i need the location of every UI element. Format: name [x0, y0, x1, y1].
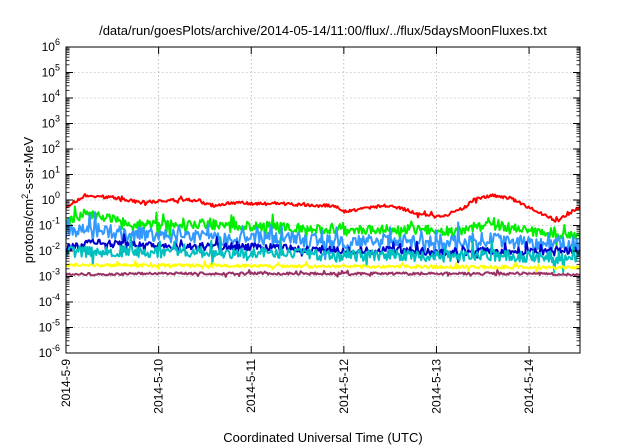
data-series-line [66, 260, 580, 273]
y-tick-label: 10-4 [39, 292, 60, 309]
x-axis-title: Coordinated Universal Time (UTC) [223, 430, 422, 445]
y-tick-label: 10-6 [39, 343, 60, 360]
y-tick-label: 103 [42, 114, 60, 131]
y-tick-exponent: 0 [55, 190, 60, 200]
data-series-line [66, 235, 580, 274]
y-tick-exponent: 1 [55, 165, 60, 175]
data-series-group [66, 193, 580, 278]
y-tick-label: 10-3 [39, 267, 60, 284]
y-axis-title-unit: -s-sr-MeV [21, 136, 36, 193]
y-tick-base: 10 [39, 346, 53, 360]
y-tick-base: 10 [42, 193, 56, 207]
y-tick-exponent: 2 [55, 139, 60, 149]
y-tick-exponent: -5 [52, 318, 60, 328]
y-tick-exponent: -4 [52, 292, 60, 302]
x-tick-label: 2014-5-13 [429, 359, 443, 414]
y-tick-label: 105 [42, 63, 60, 80]
data-series-line [66, 269, 580, 278]
y-tick-label: 102 [42, 139, 60, 156]
y-tick-label: 10-5 [39, 318, 60, 335]
x-tick-label: 2014-5-10 [152, 359, 166, 414]
data-series-line [66, 193, 580, 223]
y-tick-base: 10 [39, 244, 53, 258]
y-tick-base: 10 [39, 295, 53, 309]
y-tick-base: 10 [42, 66, 56, 80]
y-tick-exponent: -1 [52, 216, 60, 226]
y-tick-label: 10-2 [39, 241, 60, 258]
y-tick-exponent: -3 [52, 267, 60, 277]
y-tick-exponent: 3 [55, 114, 60, 124]
y-tick-label: 10-1 [39, 216, 60, 233]
x-tick-label: 2014-5-14 [522, 359, 536, 414]
y-tick-label: 100 [42, 190, 60, 207]
y-tick-label: 101 [42, 165, 60, 182]
y-tick-label: 104 [42, 88, 60, 105]
y-tick-base: 10 [39, 321, 53, 335]
y-tick-base: 10 [39, 219, 53, 233]
y-axis-title-superscript: 2 [20, 194, 30, 199]
y-tick-exponent: 6 [55, 37, 60, 47]
x-tick-labels: 2014-5-9 2014-5-10 2014-5-11 2014-5-12 2014-… [59, 359, 536, 414]
axis-ticks [65, 46, 580, 354]
chart-title: /data/run/goesPlots/archive/2014-05-14/1… [99, 23, 547, 38]
y-tick-exponent: -6 [52, 343, 60, 353]
y-tick-exponent: 4 [55, 88, 60, 98]
y-axis-title: protons/cm2-s-sr-MeV [20, 136, 36, 263]
x-tick-label: 2014-5-12 [337, 359, 351, 414]
y-tick-exponent: 5 [55, 63, 60, 73]
y-tick-base: 10 [42, 40, 56, 54]
x-tick-label: 2014-5-9 [59, 359, 73, 407]
y-tick-base: 10 [42, 91, 56, 105]
x-tick-label: 2014-5-11 [244, 359, 258, 413]
y-tick-labels: 10-610-510-410-310-210-11001011021031041… [39, 37, 60, 360]
y-tick-label: 106 [42, 37, 60, 54]
y-tick-base: 10 [39, 270, 53, 284]
y-tick-base: 10 [42, 117, 56, 131]
y-tick-base: 10 [42, 168, 56, 182]
y-axis-title-main: protons/cm [21, 199, 36, 263]
y-tick-exponent: -2 [52, 241, 60, 251]
y-tick-base: 10 [42, 142, 56, 156]
